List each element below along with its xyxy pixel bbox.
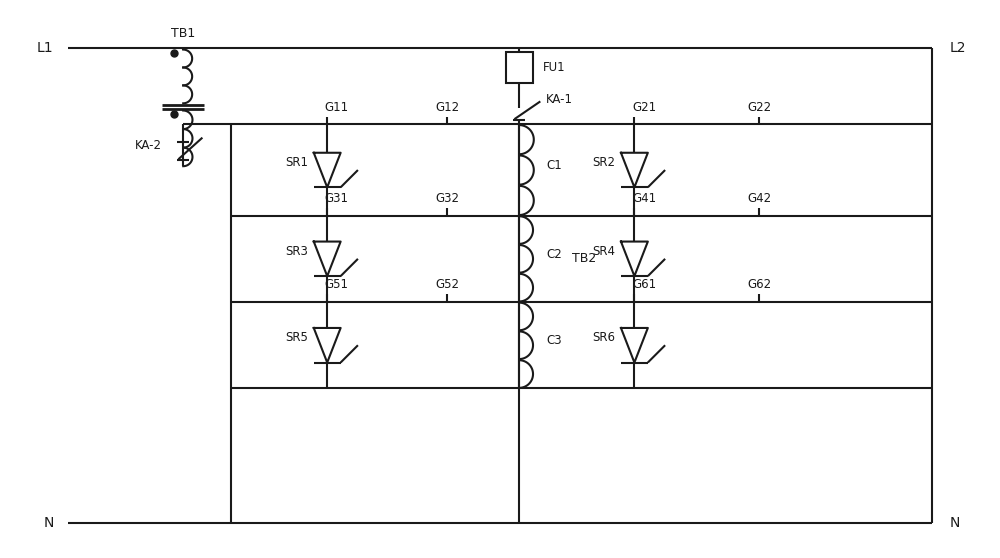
Text: G62: G62	[747, 278, 771, 291]
Text: FU1: FU1	[543, 61, 566, 74]
Bar	[506, 52, 533, 83]
Text: G32: G32	[435, 192, 459, 205]
Text: KA-1: KA-1	[546, 93, 573, 106]
Text: N: N	[43, 516, 54, 530]
Text: N: N	[949, 516, 960, 530]
Text: C1: C1	[546, 158, 562, 172]
Text: G61: G61	[632, 278, 656, 291]
Text: G42: G42	[747, 192, 771, 205]
Text: SR4: SR4	[592, 244, 615, 258]
Text: G52: G52	[435, 278, 459, 291]
Text: G22: G22	[747, 100, 771, 114]
Text: G12: G12	[435, 100, 459, 114]
Text: C3: C3	[546, 334, 562, 347]
Text: SR6: SR6	[592, 331, 615, 344]
Text: L2: L2	[949, 41, 966, 55]
Text: SR2: SR2	[592, 156, 615, 169]
Text: TB1: TB1	[171, 27, 195, 40]
Text: TB2: TB2	[572, 252, 596, 266]
Text: G41: G41	[632, 192, 656, 205]
Text: SR3: SR3	[285, 244, 308, 258]
Text: SR5: SR5	[285, 331, 308, 344]
Text: L1: L1	[37, 41, 54, 55]
Text: C2: C2	[546, 248, 562, 261]
Text: SR1: SR1	[285, 156, 308, 169]
Text: KA-2: KA-2	[135, 139, 162, 152]
Text: G51: G51	[325, 278, 349, 291]
Text: G11: G11	[325, 100, 349, 114]
Text: G21: G21	[632, 100, 656, 114]
Text: G31: G31	[325, 192, 349, 205]
